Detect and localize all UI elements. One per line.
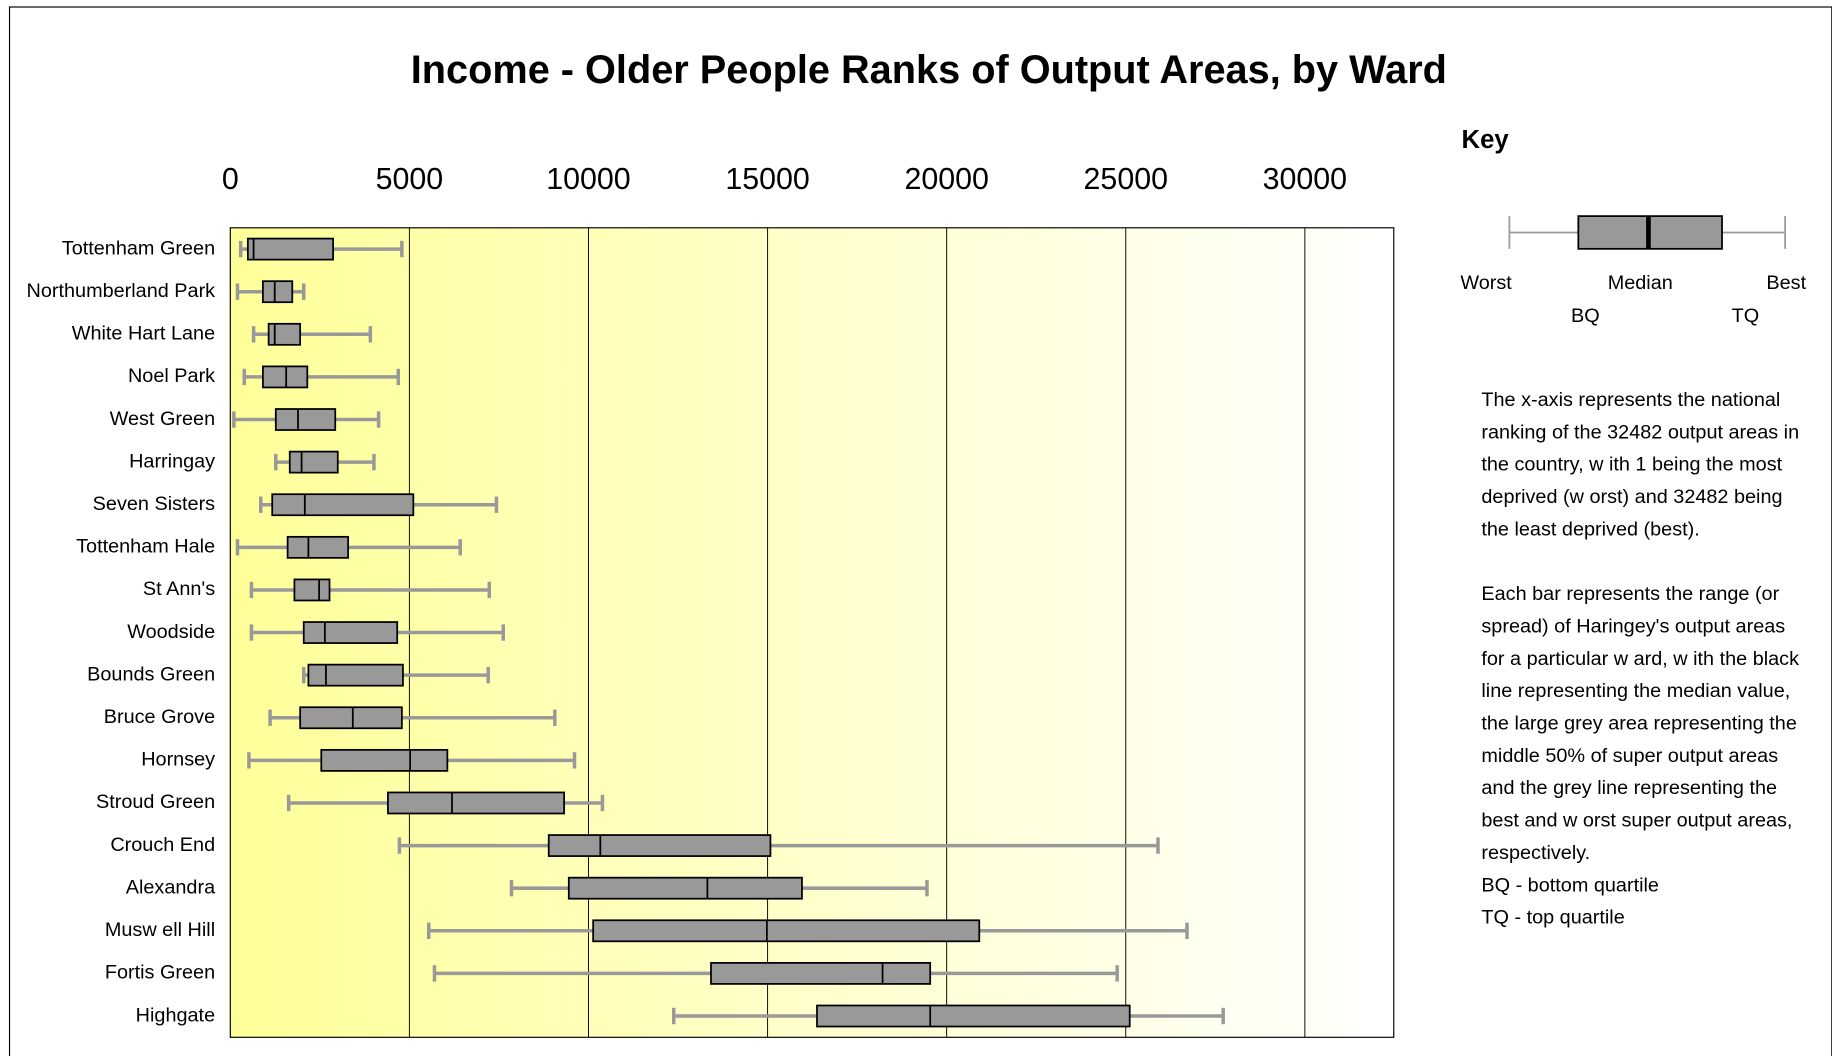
box bbox=[710, 962, 932, 985]
box bbox=[567, 876, 803, 900]
note-line: line representing the median value, bbox=[1481, 680, 1790, 702]
note-line: The x-axis represents the national bbox=[1481, 389, 1780, 411]
y-tick-label: Stroud Green bbox=[96, 791, 215, 813]
y-tick-label: Woodside bbox=[127, 621, 215, 643]
y-tick-label: White Hart Lane bbox=[72, 323, 215, 345]
note-line: TQ - top quartile bbox=[1481, 907, 1624, 929]
y-tick-label: Fortis Green bbox=[105, 962, 215, 984]
y-tick-label: Northumberland Park bbox=[27, 280, 216, 302]
note-line: best and w orst super output areas, bbox=[1481, 810, 1792, 832]
box bbox=[286, 535, 350, 559]
chart-title: Income - Older People Ranks of Output Ar… bbox=[411, 48, 1447, 92]
key-label: Worst bbox=[1460, 272, 1512, 294]
x-tick-label: 15000 bbox=[725, 163, 809, 196]
note-line: for a particular w ard, w ith the black bbox=[1481, 648, 1799, 670]
x-tick-label: 10000 bbox=[546, 163, 630, 196]
key-label: BQ bbox=[1571, 305, 1600, 327]
y-tick-label: Musw ell Hill bbox=[105, 919, 215, 941]
box bbox=[288, 450, 339, 474]
key-label: TQ bbox=[1732, 305, 1760, 327]
box bbox=[592, 919, 981, 943]
y-tick-label: Harringay bbox=[129, 450, 215, 472]
y-tick-label: Tottenham Hale bbox=[76, 536, 215, 558]
y-tick-label: Highgate bbox=[136, 1004, 215, 1026]
note-line: spread) of Haringey's output areas bbox=[1481, 615, 1785, 637]
x-tick-label: 20000 bbox=[904, 163, 988, 196]
box bbox=[262, 280, 294, 304]
y-tick-label: Seven Sisters bbox=[93, 493, 216, 515]
y-tick-label: Bounds Green bbox=[87, 663, 215, 685]
box bbox=[547, 834, 772, 857]
box bbox=[271, 493, 415, 517]
note-line: middle 50% of super output areas bbox=[1481, 745, 1778, 767]
key-title: Key bbox=[1462, 126, 1510, 154]
x-tick-label: 5000 bbox=[376, 163, 444, 196]
box bbox=[293, 578, 331, 602]
note-line: ranking of the 32482 output areas in bbox=[1481, 421, 1799, 443]
y-tick-label: Alexandra bbox=[126, 876, 216, 898]
note-line: and the grey line representing the bbox=[1481, 777, 1777, 799]
note-line: respectively. bbox=[1481, 842, 1590, 864]
y-tick-label: Bruce Grove bbox=[104, 706, 215, 728]
x-tick-label: 0 bbox=[222, 163, 239, 196]
box bbox=[816, 1004, 1131, 1028]
x-tick-label: 25000 bbox=[1084, 163, 1168, 196]
note-line: the large grey area representing the bbox=[1481, 712, 1797, 734]
box bbox=[246, 237, 334, 261]
y-tick-label: Tottenham Green bbox=[62, 237, 215, 259]
box bbox=[320, 748, 449, 772]
note-line: the least deprived (best). bbox=[1481, 518, 1699, 540]
key-label: Median bbox=[1608, 272, 1673, 294]
note-line: deprived (w orst) and 32482 being bbox=[1481, 486, 1782, 508]
box bbox=[262, 365, 309, 389]
y-tick-label: Hornsey bbox=[141, 749, 215, 771]
key: Key Worst Median Best BQ TQ bbox=[1460, 126, 1806, 327]
box bbox=[387, 791, 566, 815]
y-tick-label: St Ann's bbox=[143, 578, 215, 600]
box bbox=[267, 322, 302, 346]
note-line: BQ - bottom quartile bbox=[1481, 874, 1659, 896]
y-tick-label: Crouch End bbox=[110, 834, 215, 856]
x-tick-label: 30000 bbox=[1263, 163, 1347, 196]
box bbox=[274, 408, 337, 431]
box bbox=[299, 706, 403, 730]
y-tick-label: West Green bbox=[110, 408, 216, 430]
box bbox=[307, 663, 404, 687]
y-tick-label: Noel Park bbox=[128, 365, 215, 387]
box bbox=[302, 621, 399, 644]
note-line: the country, w ith 1 being the most bbox=[1481, 454, 1782, 476]
note-line: Each bar represents the range (or bbox=[1481, 583, 1779, 605]
key-label: Best bbox=[1766, 272, 1806, 294]
